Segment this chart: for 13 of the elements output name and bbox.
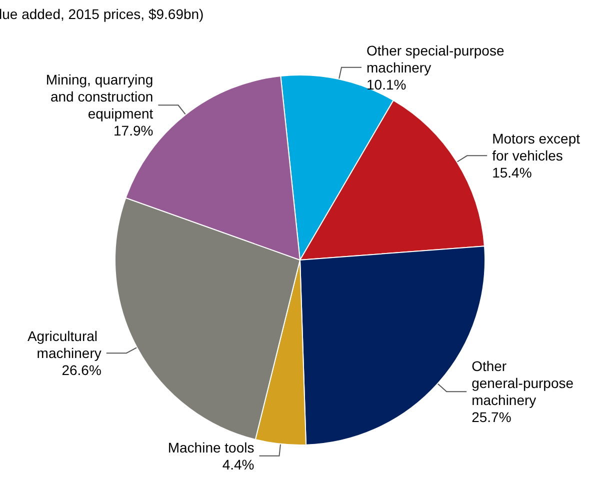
slice-label: Motors except for vehicles: [492, 130, 584, 164]
data-label: 4.4%: [222, 456, 254, 472]
slice-label: Machine tools: [168, 439, 254, 456]
slice-label: Agricultural machinery: [27, 328, 102, 362]
slice-label: Other special-purpose machinery: [366, 42, 508, 76]
data-label: 15.4%: [492, 164, 532, 181]
slice-label: Mining, quarrying and construction equipment: [46, 72, 154, 122]
data-label: 26.6%: [62, 362, 102, 378]
data-label: 17.9%: [114, 122, 154, 139]
chart-subtitle: lue added, 2015 prices, $9.69bn): [0, 6, 204, 22]
data-label: 10.1%: [366, 76, 406, 92]
data-label: 25.7%: [472, 409, 512, 426]
slice-label: Other general-purpose machinery: [472, 358, 578, 408]
